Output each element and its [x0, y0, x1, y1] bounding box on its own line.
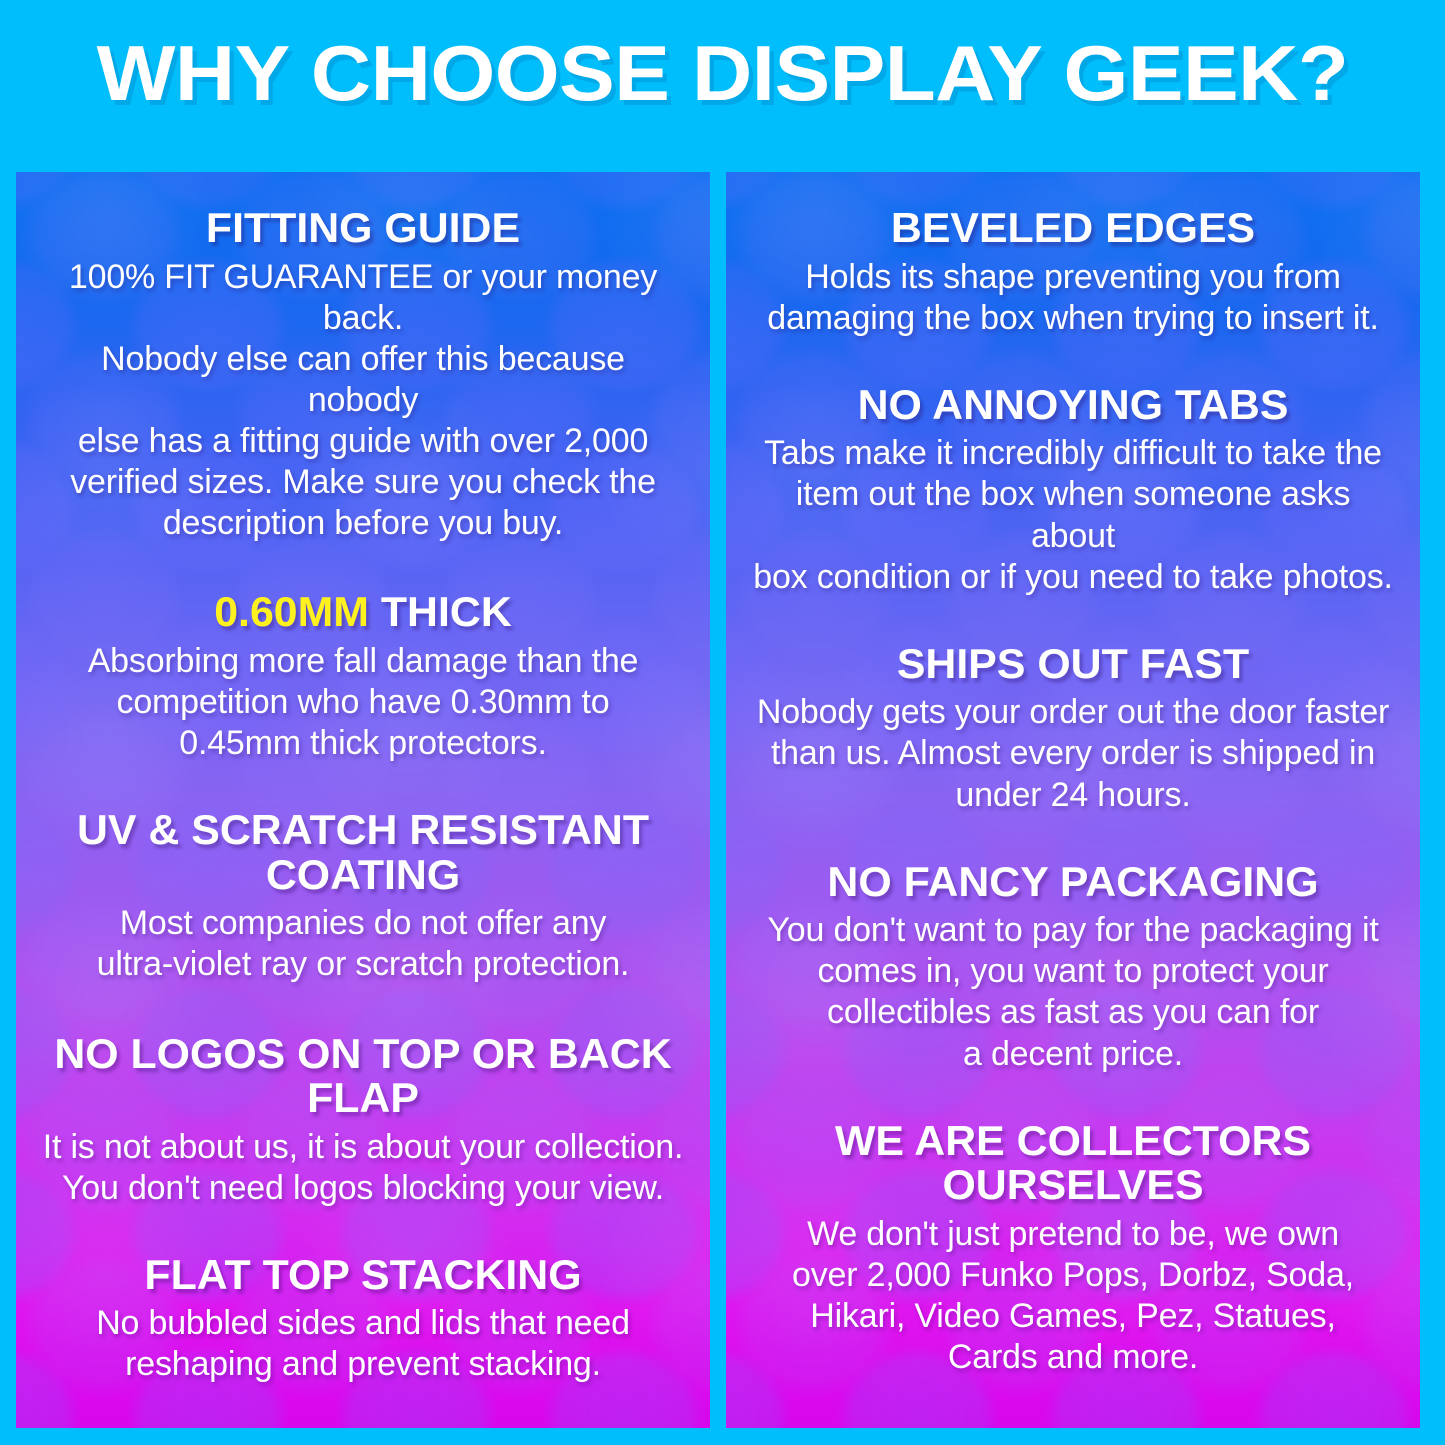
- feature-body: No bubbled sides and lids that need resh…: [38, 1303, 688, 1385]
- body-line: damaging the box when trying to insert i…: [767, 298, 1379, 337]
- feature-body: We don't just pretend to be, we own over…: [748, 1214, 1398, 1379]
- feature-body: You don't want to pay for the packaging …: [748, 910, 1398, 1075]
- feature-title: NO ANNOYING TABS: [857, 380, 1289, 428]
- feature-title: NO FANCY PACKAGING: [827, 857, 1319, 905]
- body-line: collectibles as fast as you can for: [827, 993, 1319, 1032]
- body-line: No bubbled sides and lids that need: [96, 1304, 630, 1343]
- body-line: You don't need logos blocking your view.: [61, 1168, 665, 1207]
- feature-title: FITTING GUIDE: [205, 204, 521, 251]
- body-line: under 24 hours.: [955, 775, 1191, 814]
- feature-body: 100% FIT GUARANTEE or your money back. N…: [38, 257, 688, 545]
- feature-body: Most companies do not offer any ultra-vi…: [38, 903, 688, 985]
- body-line: over 2,000 Funko Pops, Dorbz, Soda,: [792, 1255, 1354, 1294]
- feature-flat-top-stacking: FLAT TOP STACKING No bubbled sides and l…: [38, 1252, 688, 1386]
- body-line: Cards and more.: [947, 1338, 1199, 1377]
- feature-beveled-edges: BEVELED EDGES Holds its shape preventing…: [748, 205, 1398, 339]
- body-line: than us. Almost every order is shipped i…: [770, 734, 1376, 773]
- feature-title: BEVELED EDGES: [890, 204, 1256, 251]
- title-line: OURSELVES: [942, 1161, 1204, 1209]
- title-line: OR BACK FLAP: [307, 1029, 672, 1122]
- body-line: comes in, you want to protect your: [817, 952, 1329, 991]
- body-line: We don't just pretend to be, we own: [807, 1214, 1339, 1253]
- feature-title: NO LOGOS ON TOP OR BACK FLAP: [32, 1029, 695, 1122]
- body-line: It is not about us, it is about your col…: [42, 1127, 684, 1166]
- feature-body: It is not about us, it is about your col…: [38, 1127, 688, 1209]
- feature-body: Holds its shape preventing you from dama…: [748, 257, 1398, 339]
- body-line: Nobody gets your order out the door fast…: [756, 693, 1390, 732]
- feature-fitting-guide: FITTING GUIDE 100% FIT GUARANTEE or your…: [38, 205, 688, 545]
- feature-uv-scratch-coating: UV & SCRATCH RESISTANT COATING Most comp…: [38, 808, 688, 985]
- body-line: a decent price.: [962, 1034, 1184, 1073]
- feature-we-are-collectors: WE ARE COLLECTORS OURSELVES We don't jus…: [748, 1118, 1398, 1379]
- body-line: reshaping and prevent stacking.: [125, 1345, 601, 1384]
- feature-body: Nobody gets your order out the door fast…: [748, 692, 1398, 815]
- thickness-highlight: 0.60MM: [214, 588, 369, 636]
- title-line: WE ARE COLLECTORS: [834, 1116, 1312, 1164]
- feature-title: 0.60MM THICK: [32, 590, 695, 635]
- feature-panels: FITTING GUIDE 100% FIT GUARANTEE or your…: [16, 172, 1429, 1428]
- body-line: Hikari, Video Games, Pez, Statues,: [810, 1296, 1336, 1335]
- body-line: 0.45mm thick protectors.: [179, 724, 547, 763]
- thickness-rest: THICK: [368, 588, 512, 636]
- feature-title: SHIPS OUT FAST: [896, 639, 1250, 687]
- body-line: description before you buy.: [162, 504, 564, 543]
- feature-body: Absorbing more fall damage than the comp…: [38, 641, 688, 764]
- right-feature-panel: BEVELED EDGES Holds its shape preventing…: [726, 172, 1420, 1428]
- feature-title: WE ARE COLLECTORS OURSELVES: [742, 1116, 1405, 1209]
- feature-title: FLAT TOP STACKING: [144, 1250, 582, 1298]
- feature-no-logos: NO LOGOS ON TOP OR BACK FLAP It is not a…: [38, 1031, 688, 1209]
- feature-thickness: 0.60MM THICK Absorbing more fall damage …: [38, 590, 688, 764]
- body-line: competition who have 0.30mm to: [116, 683, 610, 722]
- body-line: verified sizes. Make sure you check the: [70, 463, 656, 502]
- body-line: else has a fitting guide with over 2,000: [77, 422, 649, 461]
- body-line: You don't want to pay for the packaging …: [767, 911, 1379, 950]
- body-line: Absorbing more fall damage than the: [87, 641, 639, 680]
- feature-no-annoying-tabs: NO ANNOYING TABS Tabs make it incredibly…: [748, 382, 1398, 598]
- body-line: Nobody else can offer this because nobod…: [101, 339, 625, 419]
- left-feature-panel: FITTING GUIDE 100% FIT GUARANTEE or your…: [16, 172, 710, 1428]
- body-line: Most companies do not offer any: [119, 904, 607, 943]
- title-line: UV & SCRATCH: [76, 806, 398, 854]
- body-line: 100% FIT GUARANTEE or your money back.: [68, 257, 658, 337]
- feature-title: UV & SCRATCH RESISTANT COATING: [32, 808, 695, 897]
- body-line: ultra-violet ray or scratch protection.: [96, 945, 630, 984]
- body-line: Tabs make it incredibly difficult to tak…: [764, 434, 1382, 473]
- feature-ships-out-fast: SHIPS OUT FAST Nobody gets your order ou…: [748, 641, 1398, 816]
- body-line: item out the box when someone asks about: [795, 475, 1351, 555]
- title-line: NO LOGOS ON TOP: [54, 1029, 460, 1077]
- feature-body: Tabs make it incredibly difficult to tak…: [748, 433, 1398, 598]
- title-line: RESISTANT COATING: [265, 806, 650, 898]
- body-line: Holds its shape preventing you from: [805, 257, 1341, 296]
- feature-no-fancy-packaging: NO FANCY PACKAGING You don't want to pay…: [748, 859, 1398, 1075]
- page-title: WHY CHOOSE DISPLAY GEEK?: [96, 29, 1349, 117]
- body-line: box condition or if you need to take pho…: [753, 557, 1393, 596]
